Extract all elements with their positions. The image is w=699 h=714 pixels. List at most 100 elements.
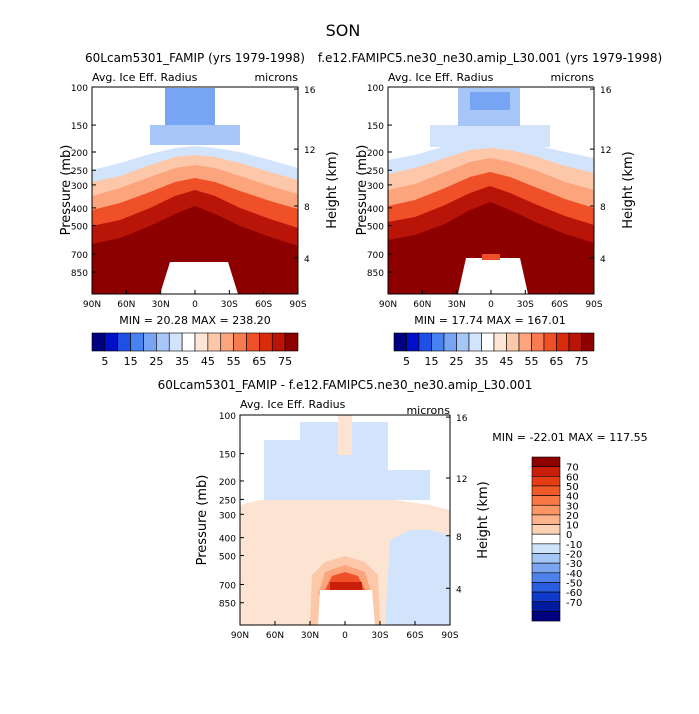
- plot-area: [91, 86, 299, 295]
- colorbar-label: 55: [525, 355, 539, 368]
- latitude-tick-label: 30N: [152, 300, 170, 310]
- contour-band: [388, 202, 594, 294]
- contour-missing: [458, 258, 528, 294]
- colorbar-swatch: [493, 332, 507, 352]
- latitude-tick-label: 90N: [379, 300, 397, 310]
- pressure-tick-label: 700: [367, 251, 384, 261]
- y-axis-title: Pressure (mb): [195, 475, 210, 566]
- colorbar-swatch: [143, 332, 157, 352]
- colorbar-swatch: [531, 601, 561, 612]
- pressure-tick-label: 500: [219, 552, 236, 562]
- colorbar-swatch: [443, 332, 457, 352]
- height-tick-label: 12: [600, 146, 611, 156]
- min-max-stats: MIN = 20.28 MAX = 238.20: [119, 314, 270, 327]
- variable-label: Avg. Ice Eff. Radius: [92, 71, 198, 84]
- colorbar-label: -70: [566, 598, 582, 609]
- colorbar-top-left: 5 15 25 35 45 55 65 75: [91, 332, 299, 368]
- panel-title: 60Lcam5301_FAMIP - f.e12.FAMIPC5.ne30_ne…: [158, 378, 533, 392]
- contour-fill: [240, 415, 450, 625]
- colorbar-label: -10: [566, 540, 582, 551]
- colorbar-label: 5: [101, 355, 108, 368]
- pressure-tick-label: 850: [219, 600, 236, 610]
- height-tick-label: 8: [600, 203, 606, 213]
- colorbar-swatch: [531, 495, 561, 506]
- colorbar-swatch: [581, 332, 595, 352]
- colorbar-label: 15: [124, 355, 138, 368]
- colorbar-swatch: [406, 332, 420, 352]
- latitude-tick-label: 90N: [231, 631, 249, 641]
- contour-band: [92, 206, 298, 294]
- colorbar-swatch: [531, 543, 561, 554]
- height-tick-label: 8: [304, 203, 310, 213]
- height-ticks: 16 12 8 4: [294, 86, 316, 265]
- latitude-tick-label: 0: [192, 300, 198, 310]
- latitude-tick-label: 60N: [413, 300, 431, 310]
- colorbar-swatch: [531, 456, 561, 467]
- colorbar-swatch: [518, 332, 532, 352]
- variable-label: Avg. Ice Eff. Radius: [388, 71, 494, 84]
- colorbar-label: 75: [575, 355, 589, 368]
- colorbar-swatch: [543, 332, 557, 352]
- pressure-tick-label: 500: [71, 222, 88, 232]
- colorbar-swatch: [207, 332, 222, 352]
- height-tick-label: 16: [456, 414, 468, 424]
- colorbar-label: 75: [278, 355, 292, 368]
- pressure-tick-label: 200: [71, 149, 88, 159]
- colorbar-label: -50: [566, 578, 582, 589]
- latitude-tick-label: 60S: [551, 300, 568, 310]
- pressure-ticks: 100 150 200 250 300 400 500 700 850: [367, 84, 392, 279]
- colorbar-swatch: [531, 591, 561, 603]
- latitude-tick-label: 60S: [255, 300, 272, 310]
- colorbar-swatch: [168, 332, 183, 352]
- latitude-tick-label: 60N: [117, 300, 135, 310]
- colorbar-label: 55: [227, 355, 241, 368]
- height-tick-label: 4: [456, 585, 462, 595]
- figure-title: SON: [326, 21, 361, 40]
- latitude-tick-label: 60N: [266, 631, 284, 641]
- colorbar-swatch: [531, 572, 561, 583]
- colorbar-swatch: [156, 332, 170, 352]
- colorbar-label: 25: [450, 355, 464, 368]
- panel-title: 60Lcam5301_FAMIP (yrs 1979-1998): [85, 51, 305, 65]
- latitude-ticks: 90N 60N 30N 0 30S 60S 90S: [83, 290, 307, 310]
- colorbar-swatch: [104, 332, 119, 352]
- panel-top-left: 60Lcam5301_FAMIP (yrs 1979-1998) Avg. Ic…: [59, 51, 340, 368]
- colorbar-swatch: [531, 485, 561, 496]
- colorbar-label: 40: [566, 492, 579, 503]
- units-label: microns: [550, 71, 594, 84]
- pressure-tick-label: 100: [219, 412, 236, 422]
- pressure-tick-label: 250: [71, 167, 88, 177]
- colorbar-label: 60: [566, 472, 579, 483]
- pressure-tick-label: 100: [367, 84, 384, 94]
- variable-label: Avg. Ice Eff. Radius: [240, 398, 346, 411]
- pressure-tick-label: 850: [367, 269, 384, 279]
- colorbar-swatch: [456, 332, 470, 352]
- height-ticks: 16 12 8 4: [590, 86, 612, 265]
- latitude-tick-label: 90S: [289, 300, 306, 310]
- contour-missing: [318, 590, 375, 625]
- colorbar-swatch: [418, 332, 432, 352]
- colorbar-label: 45: [500, 355, 514, 368]
- colorbar-label: -60: [566, 588, 582, 599]
- latitude-tick-label: 0: [342, 631, 348, 641]
- colorbar-swatch: [481, 332, 495, 352]
- pressure-ticks: 100 150 200 250 300 400 500 700 850: [219, 412, 244, 610]
- latitude-tick-label: 30N: [448, 300, 466, 310]
- colorbar-top-right: 5 15 25 35 45 55 65 75: [393, 332, 595, 368]
- latitude-tick-label: 90S: [441, 631, 458, 641]
- colorbar-label: 35: [475, 355, 489, 368]
- plot-area: [239, 414, 451, 626]
- contour-band: [330, 582, 362, 590]
- colorbar-swatch: [531, 332, 545, 352]
- colorbar-label: 5: [403, 355, 410, 368]
- contour-band: [430, 125, 550, 147]
- colorbar-swatch: [130, 332, 144, 352]
- colorbar-label: 0: [566, 530, 572, 541]
- colorbar-label: -40: [566, 569, 582, 580]
- colorbar-swatch: [568, 332, 582, 352]
- latitude-tick-label: 30S: [371, 631, 388, 641]
- colorbar-label: 65: [252, 355, 266, 368]
- colorbar-swatch: [531, 553, 561, 564]
- colorbar-label: 25: [149, 355, 163, 368]
- pressure-tick-label: 250: [367, 167, 384, 177]
